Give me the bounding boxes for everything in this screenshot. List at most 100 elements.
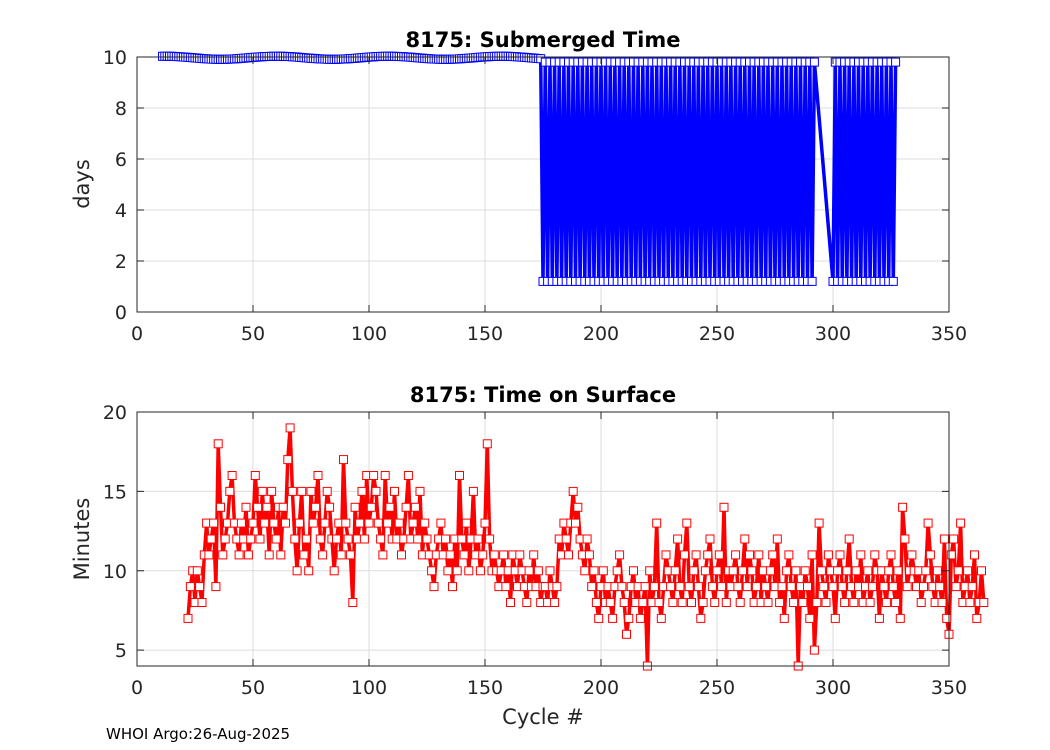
x-tick-label: 100 <box>351 677 387 699</box>
surface-point <box>921 566 931 576</box>
surface-point <box>267 486 277 496</box>
surface-point <box>979 598 989 607</box>
surface-point <box>835 550 845 560</box>
surface-point <box>673 534 683 544</box>
surface-point <box>598 566 608 576</box>
surface-point <box>552 582 562 592</box>
x-tick-label: 300 <box>815 677 851 699</box>
chart1-title: 8175: Submerged Time <box>405 28 680 52</box>
surface-point <box>383 518 393 528</box>
surface-point <box>292 566 302 576</box>
surface-point <box>863 566 873 576</box>
surface-point <box>306 486 316 496</box>
surface-point <box>738 566 747 576</box>
surface-point <box>461 518 471 528</box>
surface-point <box>213 439 223 449</box>
surface-point <box>441 534 451 544</box>
surface-point <box>522 598 532 607</box>
surface-point <box>772 534 782 544</box>
surface-point <box>587 582 597 592</box>
surface-point <box>751 582 761 592</box>
surface-point <box>475 566 485 576</box>
surface-point <box>262 502 272 512</box>
submerged-point <box>888 276 898 286</box>
surface-point <box>635 613 645 623</box>
submerged-point <box>807 276 817 286</box>
surface-point <box>582 534 592 544</box>
surface-point <box>605 598 615 607</box>
surface-point <box>775 598 785 607</box>
surface-point <box>800 566 810 576</box>
surface-point <box>851 566 861 576</box>
surface-point <box>271 534 281 544</box>
surface-point <box>884 566 894 576</box>
surface-point <box>733 582 743 592</box>
surface-point <box>740 534 750 544</box>
surface-point <box>355 518 365 528</box>
surface-point <box>925 550 935 560</box>
x-tick-label: 250 <box>699 323 735 345</box>
surface-point <box>717 582 727 592</box>
surface-point <box>260 518 270 528</box>
surface-point <box>705 534 715 544</box>
surface-point <box>745 550 754 560</box>
surface-point <box>856 550 866 560</box>
surface-point <box>786 582 796 592</box>
surface-point <box>902 582 912 592</box>
surface-point <box>301 534 311 544</box>
surface-point <box>506 598 515 607</box>
surface-point <box>707 582 717 592</box>
surface-point <box>612 566 622 576</box>
surface-point <box>257 486 267 496</box>
submerged-time-chart: 0 50 100 150 200 250 300 350 0 2 4 6 8 10 8175: Submer… <box>70 28 967 345</box>
surface-point <box>216 502 225 512</box>
surface-point <box>350 502 360 512</box>
surface-point <box>761 582 771 592</box>
surface-point <box>329 566 339 576</box>
surface-point <box>185 582 195 592</box>
surface-point <box>687 598 696 607</box>
surface-point <box>645 566 655 576</box>
surface-point <box>765 566 775 576</box>
chart2-ylabel: Minutes <box>70 498 94 581</box>
surface-point <box>956 518 966 528</box>
surface-point <box>654 598 664 607</box>
surface-point <box>197 598 207 607</box>
surface-point <box>183 613 193 623</box>
surface-point <box>932 566 942 576</box>
surface-point <box>874 613 884 623</box>
surface-point <box>696 613 706 623</box>
surface-point <box>248 518 258 528</box>
surface-point <box>865 598 875 607</box>
surface-point <box>698 598 708 607</box>
surface-point <box>916 598 926 607</box>
surface-point <box>436 518 446 528</box>
surface-point <box>972 613 982 623</box>
submerged-point <box>891 57 901 67</box>
surface-point <box>879 582 889 592</box>
surface-point <box>473 534 483 544</box>
y-tick-label: 8 <box>115 98 127 120</box>
surface-point <box>227 471 237 480</box>
surface-point <box>234 550 244 560</box>
surface-point <box>220 534 230 544</box>
surface-point <box>649 582 659 592</box>
surface-point <box>898 502 908 512</box>
surface-point <box>253 502 263 512</box>
surface-point <box>313 471 323 480</box>
surface-point <box>949 534 959 544</box>
surface-point <box>413 534 423 544</box>
surface-point <box>670 566 680 576</box>
surface-point <box>255 534 265 544</box>
y-tick-label: 15 <box>103 481 127 503</box>
x-tick-label: 200 <box>583 323 619 345</box>
surface-point <box>325 502 335 512</box>
x-tick-label: 0 <box>131 677 143 699</box>
surface-point <box>264 550 274 560</box>
surface-point <box>700 566 710 576</box>
surface-point <box>953 566 963 576</box>
y-tick-label: 6 <box>115 149 127 171</box>
surface-point <box>805 613 815 623</box>
surface-point <box>777 582 787 592</box>
